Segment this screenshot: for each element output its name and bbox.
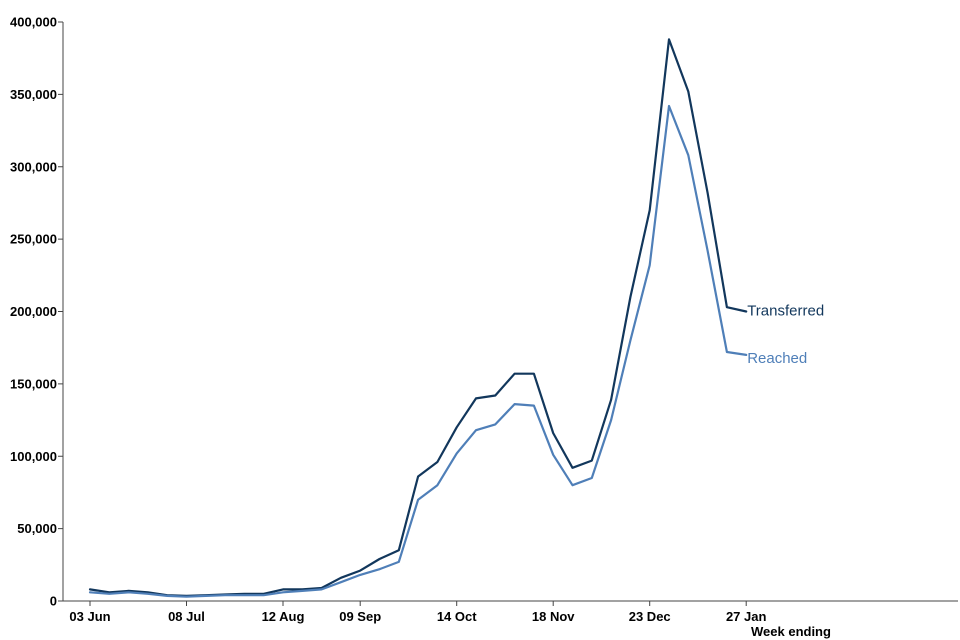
series-line-reached	[88, 104, 748, 598]
y-axis: 0 50,000 100,000 150,000 200,000 250,000 300,0…	[10, 15, 64, 609]
x-tick-label: 09 Sep	[339, 609, 381, 624]
x-tick-label: 08 Jul	[168, 609, 205, 624]
y-tick-label: 50,000	[17, 521, 57, 536]
y-tick-label: 350,000	[10, 87, 57, 102]
y-tick-label: 0	[50, 594, 57, 609]
x-axis-title: Week ending	[751, 624, 831, 639]
x-axis: 03 Jun 08 Jul 12 Aug 09 Sep 14 Oct 18 Nov 23 D…	[63, 600, 958, 624]
y-tick-label: 150,000	[10, 376, 57, 391]
y-tick-label: 200,000	[10, 304, 57, 319]
y-tick-label: 400,000	[10, 15, 57, 30]
series-label-reached: Reached	[747, 350, 807, 367]
x-tick-label: 14 Oct	[437, 609, 477, 624]
series-label-transferred: Transferred	[747, 303, 824, 320]
x-tick-label: 18 Nov	[532, 609, 575, 624]
x-tick-label: 23 Dec	[629, 609, 671, 624]
y-tick-label: 300,000	[10, 159, 57, 174]
x-tick-label: 12 Aug	[262, 609, 305, 624]
series-layer	[88, 38, 748, 598]
series-labels: Transferred Reached	[747, 303, 824, 367]
y-tick-label: 250,000	[10, 232, 57, 247]
series-line-transferred	[88, 38, 748, 598]
y-tick-label: 100,000	[10, 449, 57, 464]
x-tick-label: 03 Jun	[69, 609, 110, 624]
x-tick-label: 27 Jan	[726, 609, 767, 624]
